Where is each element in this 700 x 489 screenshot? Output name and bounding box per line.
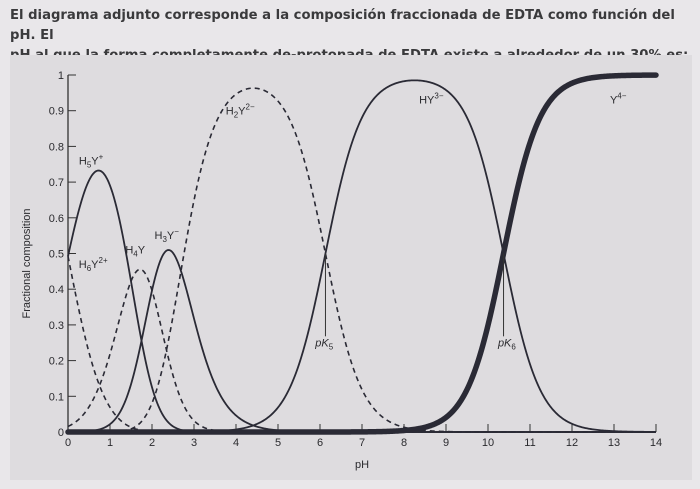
x-tick-label: 1 bbox=[107, 437, 113, 449]
y-axis-label: Fractional composition bbox=[21, 208, 33, 318]
edta-fraction-chart: 0 1 2 3 4 5 6 7 8 9 10 11 12 13 14 0 0.1 0.2 0.3 0.4 0.5 0.6 0… bbox=[10, 55, 692, 480]
y-tick-label: 0.2 bbox=[49, 356, 64, 368]
series-label-h2y2-: H2Y2− bbox=[226, 102, 255, 119]
x-tick-label: 5 bbox=[275, 437, 281, 449]
x-tick-label: 12 bbox=[566, 437, 578, 449]
y-tick-label: 0.4 bbox=[49, 284, 64, 296]
series-label-h6y2-: H6Y2+ bbox=[79, 256, 108, 273]
chart-axes: 0 1 2 3 4 5 6 7 8 9 10 11 12 13 1400.10.20.30.40.50.60… bbox=[21, 70, 662, 471]
y-tick-label: 0.7 bbox=[49, 177, 64, 189]
series-label-hy3-: HY3− bbox=[419, 92, 444, 107]
x-tick-label: 11 bbox=[524, 437, 535, 449]
series-line-h2y2- bbox=[68, 87, 656, 433]
chart-labels: H6Y2+ H5Y+ H4Y H3Y− H2Y2− HY3− Y4− pK5 pK6 bbox=[79, 92, 627, 352]
y-tick-label: 0.5 bbox=[49, 249, 64, 261]
series-line-y4- bbox=[65, 72, 659, 435]
chart-curves bbox=[65, 72, 659, 435]
x-tick-label: 6 bbox=[317, 437, 323, 449]
chart-canvas: 0 1 2 3 4 5 6 7 8 9 10 11 12 13 1400.10.20.30.40.50.60… bbox=[21, 70, 662, 471]
question-line-1: El diagrama adjunto corresponde a la com… bbox=[10, 8, 675, 43]
series-line-h6y2- bbox=[67, 256, 656, 433]
x-tick-label: 13 bbox=[608, 437, 620, 449]
x-tick-label: 4 bbox=[233, 437, 239, 449]
series-label-h3y-: H3Y− bbox=[154, 227, 179, 244]
series-label-h4y: H4Y bbox=[125, 245, 145, 259]
x-tick-label: 9 bbox=[443, 437, 449, 449]
x-tick-label: 7 bbox=[359, 437, 365, 449]
y-tick-label: 0.6 bbox=[49, 213, 64, 225]
y-tick-label: 0.1 bbox=[49, 391, 64, 403]
y-tick-label: 1 bbox=[58, 70, 64, 82]
series-line-h3y- bbox=[68, 249, 656, 433]
series-label-y4-: Y4− bbox=[610, 92, 627, 107]
x-axis-label: pH bbox=[355, 459, 369, 471]
series-line-hy3- bbox=[68, 79, 657, 433]
x-tick-label: 3 bbox=[191, 437, 197, 449]
y-tick-label: 0.3 bbox=[49, 320, 64, 332]
x-tick-label: 2 bbox=[149, 437, 155, 449]
pk-label: pK6 bbox=[497, 337, 516, 351]
x-tick-label: 0 bbox=[65, 437, 71, 449]
series-line-h4y bbox=[67, 268, 656, 433]
x-tick-label: 14 bbox=[650, 437, 662, 449]
y-tick-label: 0.8 bbox=[49, 141, 64, 153]
series-label-h5y-: H5Y+ bbox=[79, 152, 104, 169]
y-tick-label: 0 bbox=[58, 427, 64, 439]
x-tick-label: 10 bbox=[482, 437, 494, 449]
y-tick-label: 0.9 bbox=[49, 106, 64, 118]
x-tick-label: 8 bbox=[401, 437, 407, 449]
pk-label: pK5 bbox=[314, 337, 333, 351]
